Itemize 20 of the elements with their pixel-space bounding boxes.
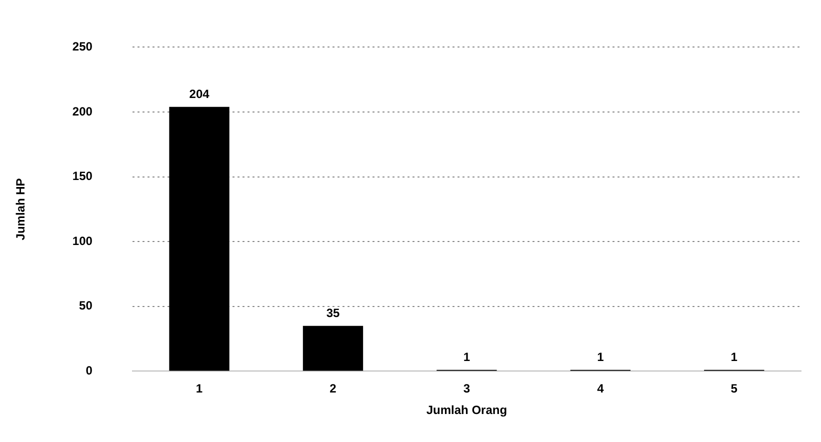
x-tick-label: 2 xyxy=(330,382,337,396)
x-tick-label: 1 xyxy=(196,382,203,396)
y-tick-label: 200 xyxy=(72,104,93,118)
data-label: 35 xyxy=(326,306,340,320)
y-tick-label: 100 xyxy=(72,234,93,248)
data-label: 1 xyxy=(597,350,604,364)
data-label: 1 xyxy=(730,350,738,364)
bar xyxy=(302,326,364,371)
x-tick-label: 4 xyxy=(597,382,604,396)
data-label: 204 xyxy=(189,87,210,102)
y-tick-label: 0 xyxy=(86,364,93,378)
data-label: 1 xyxy=(463,350,470,364)
y-tick-label: 250 xyxy=(72,40,93,54)
y-tick-label: 50 xyxy=(79,298,93,313)
y-axis-title: Jumlah HP xyxy=(14,178,28,240)
x-tick-label: 3 xyxy=(463,382,470,396)
x-tick-label: 5 xyxy=(730,382,738,396)
x-axis-title: Jumlah Orang xyxy=(426,403,508,418)
y-tick-label: 150 xyxy=(72,169,93,184)
bar xyxy=(169,106,230,371)
